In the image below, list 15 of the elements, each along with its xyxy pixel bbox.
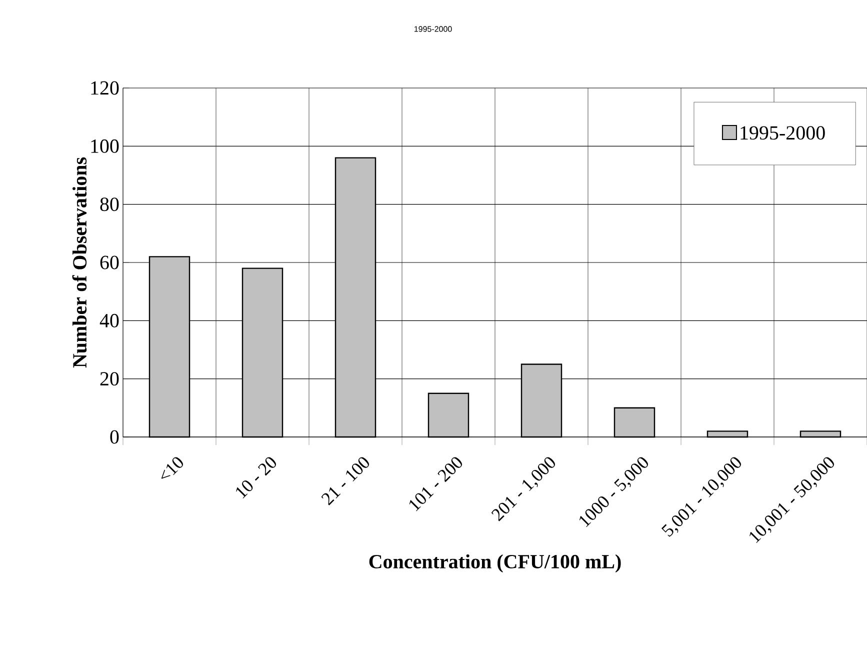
y-tick-label: 120	[91, 81, 119, 95]
y-tick-label: 100	[91, 139, 119, 153]
x-tick-label: 10 - 20	[236, 457, 276, 498]
y-tick-label: 60	[100, 256, 119, 270]
chart-title: 1995-2000	[414, 26, 452, 32]
y-axis-title: Number of Observations	[72, 157, 87, 368]
y-tick-label: 80	[100, 198, 119, 212]
x-tick-label: <10	[161, 457, 184, 479]
legend-label: 1995-2000	[740, 126, 825, 140]
x-tick-label: 101 - 200	[409, 457, 462, 512]
y-tick-label: 20	[100, 372, 119, 386]
y-tick-label: 40	[100, 314, 119, 328]
x-tick-label: 21 - 100	[321, 457, 370, 506]
x-axis-title: Concentration (CFU/100 mL)	[369, 554, 621, 572]
y-tick-label: 0	[110, 430, 119, 444]
